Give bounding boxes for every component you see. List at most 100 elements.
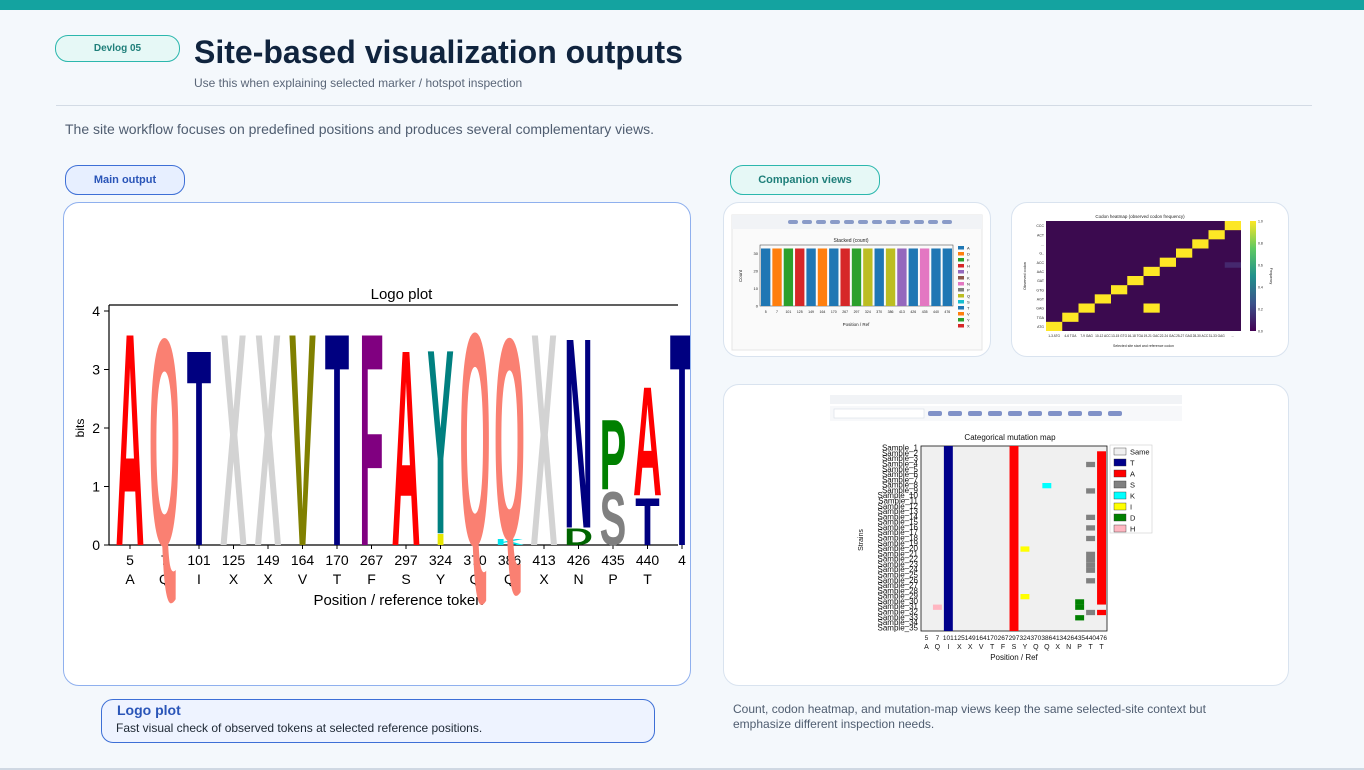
mut-ref-token: S bbox=[1012, 644, 1017, 651]
logo-ref-token: I bbox=[197, 571, 201, 587]
count-legend-label: K bbox=[967, 276, 970, 281]
mut-legend-label: H bbox=[1130, 525, 1135, 534]
logo-xtick-label: 267 bbox=[360, 552, 384, 568]
count-bar bbox=[885, 248, 896, 306]
mut-ref-token: Q bbox=[1044, 644, 1050, 651]
count-bar bbox=[874, 248, 884, 306]
count-legend-swatch bbox=[958, 282, 964, 286]
codon-title: Codon heatmap (observed codon frequency) bbox=[1095, 214, 1185, 219]
mut-ref-token: Q bbox=[935, 644, 941, 651]
mut-ref-token: P bbox=[1077, 644, 1082, 651]
count-legend-swatch bbox=[958, 294, 964, 298]
mut-toolbar-chip bbox=[988, 411, 1002, 416]
mut-legend-swatch bbox=[1113, 502, 1127, 511]
mut-cell bbox=[1042, 483, 1052, 489]
mut-ytick-label: Sample_2 bbox=[882, 449, 919, 458]
mut-cell bbox=[1086, 525, 1096, 531]
mut-ref-token: T bbox=[990, 644, 995, 651]
mut-select bbox=[833, 408, 925, 419]
count-legend-label: F bbox=[967, 258, 970, 263]
count-xtick-label: 297 bbox=[854, 310, 860, 314]
mut-ref-token: I bbox=[947, 644, 949, 651]
mut-ref-token: T bbox=[1088, 644, 1093, 651]
mut-xtick-label: 476 bbox=[1096, 635, 1107, 642]
mut-ytick-label: Sample_11 bbox=[878, 497, 918, 506]
mut-ytick-label: Sample_19 bbox=[878, 539, 919, 548]
count-toolbar-chip bbox=[886, 220, 896, 224]
mut-ytick-label: Sample_25 bbox=[878, 571, 919, 580]
logo-ref-token: P bbox=[608, 571, 617, 587]
codon-colorbar-tick: 1.0 bbox=[1258, 220, 1263, 224]
codon-ytick-label: ACC bbox=[1037, 261, 1045, 265]
codon-xtick-label: 19-21 GAC bbox=[1144, 334, 1161, 338]
codon-cell bbox=[1192, 239, 1209, 249]
mut-ytick-label: Sample_23 bbox=[878, 560, 919, 569]
logo-ref-token: X bbox=[539, 571, 549, 587]
count-bar bbox=[772, 248, 782, 306]
mut-ytick-label: Sample_7 bbox=[882, 475, 919, 484]
mut-cell bbox=[1086, 609, 1096, 616]
mut-cell bbox=[1086, 562, 1096, 568]
logo-ref-token: F bbox=[367, 571, 376, 587]
mut-ytick-label: Sample_1 bbox=[882, 444, 919, 453]
count-toolbar-chip bbox=[872, 220, 882, 224]
mut-title: Categorical mutation map bbox=[964, 433, 1056, 442]
mut-toolbar-chip bbox=[948, 411, 962, 416]
mut-ylabel: Strains bbox=[858, 529, 865, 551]
mut-legend-label: A bbox=[1130, 470, 1135, 479]
count-xtick-label: 413 bbox=[899, 310, 905, 314]
mut-ytick-label: Sample_13 bbox=[878, 507, 919, 516]
codon-xtick-label: 4-6 TGA bbox=[1064, 334, 1077, 338]
mut-xtick-label: 297 bbox=[1009, 635, 1020, 642]
count-ytick-label: 20 bbox=[754, 269, 759, 274]
mut-toolbar-chip bbox=[968, 411, 982, 416]
mut-ytick-label: Sample_14 bbox=[878, 512, 919, 521]
mut-legend-label: S bbox=[1130, 481, 1135, 490]
logo-ref-token: V bbox=[298, 571, 308, 587]
caption-description: Fast visual check of observed tokens at … bbox=[116, 721, 483, 735]
mut-xtick-label: 5 bbox=[925, 635, 929, 642]
count-toolbar-chip bbox=[788, 220, 798, 224]
logo-letter-y: Y bbox=[427, 296, 454, 591]
codon-cell bbox=[1208, 230, 1225, 240]
count-xtick-label: 149 bbox=[808, 310, 814, 314]
count-legend-swatch bbox=[958, 276, 964, 280]
mut-cell bbox=[1097, 609, 1106, 616]
count-xtick-label: 5 bbox=[765, 310, 767, 314]
mut-ytick-label: Sample_20 bbox=[878, 544, 919, 553]
codon-cell-dim bbox=[1224, 262, 1241, 268]
mut-ytick-label: Sample_9 bbox=[882, 486, 919, 495]
codon-cell bbox=[1046, 321, 1063, 331]
count-bar bbox=[795, 248, 805, 306]
mut-cell bbox=[1075, 599, 1085, 605]
count-bar bbox=[783, 248, 794, 306]
logo-ref-token: Y bbox=[436, 571, 446, 587]
mut-ref-token: T bbox=[1099, 644, 1104, 651]
mut-toolbar-chip bbox=[1008, 411, 1022, 416]
mut-ytick-label: Sample_15 bbox=[878, 518, 919, 527]
logo-letter-n: N bbox=[564, 283, 593, 587]
mut-ref-token: A bbox=[924, 644, 929, 651]
mut-legend-swatch bbox=[1113, 491, 1127, 500]
logo-letter-x: X bbox=[255, 270, 282, 611]
count-toolbar-chip bbox=[942, 220, 952, 224]
mut-legend-label: K bbox=[1130, 492, 1135, 501]
logo-ytick-label: 2 bbox=[92, 420, 100, 436]
codon-cell bbox=[1176, 248, 1193, 258]
logo-plot-caption: Logo plot Fast visual check of observed … bbox=[101, 699, 655, 743]
logo-ref-token: N bbox=[573, 571, 583, 587]
mut-ytick-label: Sample_12 bbox=[878, 502, 919, 511]
bottom-divider bbox=[0, 768, 1364, 770]
codon-ytick-label: CCC bbox=[1036, 224, 1044, 228]
count-toolbar-chip bbox=[830, 220, 840, 224]
logo-ytick-label: 1 bbox=[92, 479, 100, 495]
mut-xtick-label: 149 bbox=[965, 635, 976, 642]
count-bar bbox=[908, 248, 918, 306]
mut-ref-token: F bbox=[1001, 644, 1005, 651]
mut-legend-swatch bbox=[1113, 524, 1127, 533]
codon-colorbar-tick: 0.2 bbox=[1258, 308, 1263, 312]
count-legend-label: Y bbox=[967, 318, 970, 323]
mut-toolbar-chip bbox=[1108, 411, 1122, 416]
mut-cell bbox=[1086, 488, 1096, 494]
mut-legend-label: T bbox=[1130, 459, 1135, 468]
